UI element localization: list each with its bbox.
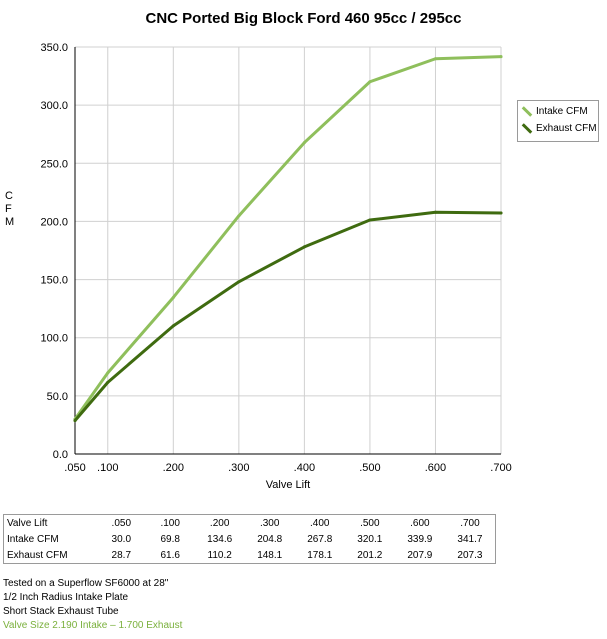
x-tick-label: .050: [64, 462, 85, 474]
table-cell: 134.6: [207, 533, 233, 545]
data-point-intake-cfm: [433, 57, 437, 61]
table-cell: 69.8: [160, 533, 180, 545]
table-cell: 320.1: [357, 533, 383, 545]
table-row-label: Intake CFM: [7, 533, 59, 545]
y-tick-label: 300.0: [40, 100, 68, 112]
table-cell: 148.1: [257, 549, 283, 561]
y-axis-label-letter: F: [5, 203, 12, 215]
data-point-intake-cfm: [106, 371, 110, 375]
legend-item-intake: Intake CFM: [521, 106, 588, 117]
table-header-cell: .200: [209, 517, 230, 529]
table-header-cell: .300: [259, 517, 280, 529]
x-axis-label: Valve Lift: [266, 479, 310, 491]
legend-label-intake: Intake CFM: [536, 106, 588, 117]
y-tick-label: 200.0: [40, 216, 68, 228]
series-line-exhaust-cfm: [73, 210, 503, 423]
data-point-exhaust-cfm: [171, 324, 175, 328]
data-point-intake-cfm: [499, 55, 503, 59]
data-point-exhaust-cfm: [73, 419, 77, 423]
table-header-cell: .400: [310, 517, 330, 529]
x-tick-label: .600: [425, 462, 446, 474]
data-table: Valve Lift .050 .100 .200 .300 .400 .500…: [3, 514, 496, 564]
table-header-cell: .500: [360, 517, 380, 529]
note-line-valve-size: Valve Size 2.190 Intake – 1.700 Exhaust: [3, 620, 183, 631]
data-point-exhaust-cfm: [433, 210, 437, 214]
legend: Intake CFM Exhaust CFM: [517, 100, 599, 142]
data-point-exhaust-cfm: [499, 211, 503, 215]
data-point-exhaust-cfm: [368, 218, 372, 222]
table-cell: 178.1: [307, 549, 333, 561]
y-tick-label: 0.0: [53, 449, 68, 461]
table-header-cell: .700: [460, 517, 480, 529]
table-header-cell: .600: [410, 517, 430, 529]
y-tick-label: 150.0: [40, 275, 68, 287]
y-tick-labels: 0.0 50.0 100.0 150.0 200.0 250.0 300.0 350.0: [40, 42, 68, 461]
table-cell: 28.7: [111, 549, 132, 561]
axes: [74, 47, 501, 455]
y-axis-label-letter: M: [5, 216, 15, 228]
y-tick-label: 350.0: [40, 42, 68, 54]
grid-lines: [74, 46, 502, 455]
test-notes: Tested on a Superflow SF6000 at 28" 1/2 …: [3, 577, 182, 633]
chart-title: CNC Ported Big Block Ford 460 95cc / 295…: [145, 10, 462, 27]
table-cell: 207.9: [407, 549, 433, 561]
x-tick-label: .100: [97, 462, 118, 474]
table-row-label: Exhaust CFM: [7, 549, 68, 561]
data-point-intake-cfm: [171, 295, 175, 299]
table-header-cell: .050: [111, 517, 132, 529]
data-point-intake-cfm: [302, 141, 306, 145]
x-tick-label: .200: [163, 462, 184, 474]
y-axis-label-letter: C: [5, 190, 13, 202]
series-line-intake-cfm: [73, 55, 503, 421]
legend-label-exhaust: Exhaust CFM: [536, 123, 597, 134]
table-header-label: Valve Lift: [7, 517, 48, 529]
legend-swatch-intake: [521, 106, 533, 117]
table-row-intake: Intake CFM 30.0 69.8 134.6 204.8 267.8 3…: [4, 531, 496, 547]
x-tick-label: .700: [490, 462, 511, 474]
y-tick-label: 50.0: [47, 391, 68, 403]
data-point-exhaust-cfm: [302, 245, 306, 249]
note-line: Short Stack Exhaust Tube: [3, 606, 119, 617]
table-cell: 267.8: [307, 533, 333, 545]
note-line: Tested on a Superflow SF6000 at 28": [3, 578, 169, 589]
table-header-row: Valve Lift .050 .100 .200 .300 .400 .500…: [4, 515, 496, 532]
table-cell: 110.2: [207, 549, 232, 561]
table-cell: 61.6: [160, 549, 180, 561]
x-tick-label: .300: [228, 462, 249, 474]
table-header-cell: .100: [160, 517, 180, 529]
data-point-exhaust-cfm: [237, 280, 241, 284]
table-row-exhaust: Exhaust CFM 28.7 61.6 110.2 148.1 178.1 …: [4, 547, 496, 564]
table-cell: 30.0: [111, 533, 132, 545]
series-lines: [73, 55, 503, 423]
note-line: 1/2 Inch Radius Intake Plate: [3, 592, 129, 603]
x-tick-label: .400: [294, 462, 315, 474]
table-cell: 341.7: [457, 533, 483, 545]
y-tick-label: 100.0: [40, 333, 68, 345]
y-tick-label: 250.0: [40, 158, 68, 170]
x-tick-label: .500: [359, 462, 380, 474]
legend-swatch-exhaust: [521, 123, 533, 134]
data-point-intake-cfm: [237, 214, 241, 218]
table-cell: 207.3: [457, 549, 483, 561]
data-point-exhaust-cfm: [106, 380, 110, 384]
table-cell: 204.8: [257, 533, 283, 545]
x-tick-labels: .050 .100 .200 .300 .400 .500 .600 .700: [64, 462, 511, 474]
table-cell: 339.9: [407, 533, 433, 545]
data-point-intake-cfm: [368, 80, 372, 84]
legend-item-exhaust: Exhaust CFM: [521, 123, 597, 134]
table-cell: 201.2: [357, 549, 383, 561]
line-chart: 0.0 50.0 100.0 150.0 200.0 250.0 300.0 350.0 .0…: [40, 42, 511, 491]
